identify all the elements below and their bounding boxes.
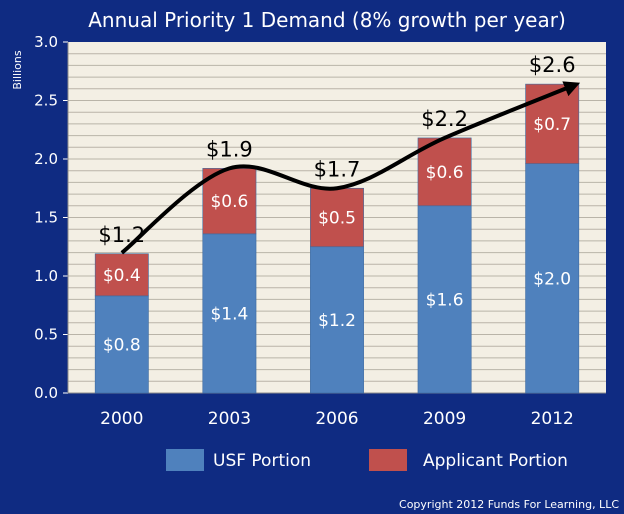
y-axis-label: Billions: [11, 50, 24, 89]
legend-swatch: [369, 449, 407, 471]
x-tick-label: 2003: [208, 409, 251, 429]
legend: USF Portion Applicant Portion: [166, 449, 568, 471]
trend-arrow: [120, 81, 581, 255]
legend-label: USF Portion: [213, 451, 311, 471]
bar-value-label: $1.6: [426, 290, 464, 310]
bar-value-label: $0.5: [318, 209, 356, 229]
legend-label: Applicant Portion: [423, 451, 568, 471]
bar-segment: [202, 233, 257, 394]
x-tick-label: 2006: [315, 409, 358, 429]
bar-value-label: $0.6: [210, 192, 248, 212]
chart-title: Annual Priority 1 Demand (8% growth per …: [88, 8, 566, 32]
y-tick-label: 2.0: [34, 150, 58, 168]
y-tick-label: 0.0: [34, 384, 58, 402]
y-tick-label: 1.5: [34, 209, 58, 227]
bar-segment: [310, 246, 364, 394]
bar-segment: [94, 253, 149, 297]
total-label: $2.6: [529, 53, 576, 77]
bar-value-label: $1.4: [210, 304, 248, 324]
plot-area: 0.0 0.5 1.0 1.5 2.0 2.5 3.0 $0.8 $0.4 2000 $1.4 $0.…: [34, 33, 606, 429]
y-tick-label: 3.0: [34, 33, 58, 51]
bar-value-label: $0.7: [533, 115, 571, 135]
total-label: $1.7: [314, 157, 361, 181]
bar-value-label: $2.0: [533, 269, 571, 289]
bar-value-label: $1.2: [318, 311, 356, 331]
total-label: $2.2: [421, 107, 468, 131]
bar-segment: [525, 163, 580, 394]
bar-segment: [417, 205, 472, 394]
total-label: $1.2: [98, 223, 145, 247]
x-tick-label: 2000: [100, 409, 143, 429]
copyright-text: Copyright 2012 Funds For Learning, LLC: [399, 498, 619, 511]
bar-segment: [310, 187, 364, 248]
bar-segment: [202, 168, 257, 235]
y-tick-label: 0.5: [34, 326, 58, 344]
bar-value-label: $0.8: [103, 335, 141, 355]
y-tick-label: 2.5: [34, 92, 58, 110]
x-tick-label: 2012: [531, 409, 574, 429]
y-tick-label: 1.0: [34, 267, 58, 285]
bar-value-label: $0.4: [103, 266, 141, 286]
bar-segment: [417, 137, 472, 207]
legend-swatch: [166, 449, 204, 471]
total-label: $1.9: [206, 137, 253, 161]
x-tick-label: 2009: [423, 409, 466, 429]
bar-value-label: $0.6: [426, 163, 464, 183]
bar-segment: [525, 83, 580, 164]
